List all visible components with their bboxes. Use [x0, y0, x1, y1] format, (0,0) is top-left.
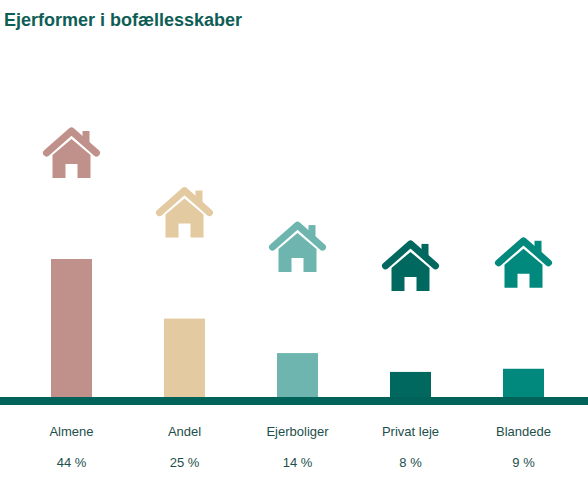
house-icon: [160, 191, 210, 238]
bar: [390, 372, 431, 397]
house-icon: [499, 241, 549, 288]
data-label: 9 %: [512, 455, 535, 470]
house-icon: [273, 225, 323, 272]
chart-title: Ejerformer i bofællesskaber: [4, 10, 242, 30]
category-label: Almene: [49, 424, 93, 439]
bar: [164, 319, 205, 397]
house-body: [505, 249, 543, 288]
category-label: Ejerboliger: [266, 424, 329, 439]
category-label: Privat leje: [382, 424, 439, 439]
data-label: 44 %: [57, 455, 87, 470]
house-icon: [386, 244, 436, 291]
house-icon: [47, 131, 97, 178]
chart: Ejerformer i bofællesskaber Almene 44 % And…: [0, 0, 588, 483]
baseline: [0, 397, 588, 405]
data-label: 8 %: [399, 455, 422, 470]
house-body: [53, 139, 91, 178]
data-label: 25 %: [170, 455, 200, 470]
category-label: Andel: [168, 424, 201, 439]
bars: [51, 259, 544, 397]
labels: Almene 44 % Andel 25 % Ejerboliger 14 % Privat…: [49, 424, 551, 470]
house-body: [166, 199, 204, 238]
house-body: [279, 233, 317, 272]
bar: [51, 259, 92, 397]
bar: [503, 369, 544, 397]
data-label: 14 %: [283, 455, 313, 470]
icons: [47, 131, 549, 291]
bar: [277, 353, 318, 397]
category-label: Blandede: [496, 424, 551, 439]
house-body: [392, 252, 430, 291]
